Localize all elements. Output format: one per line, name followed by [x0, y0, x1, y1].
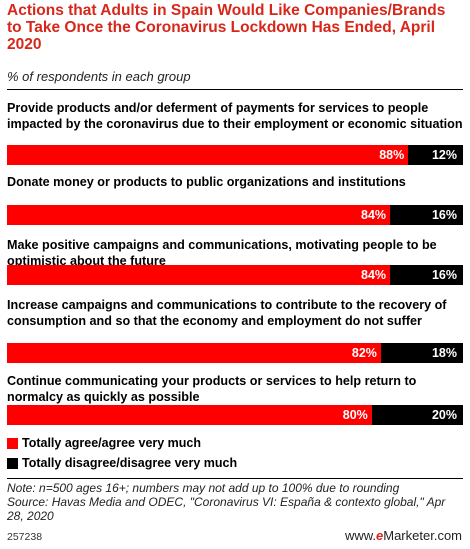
emarketer-logo[interactable]: www.eMarketer.com — [345, 528, 462, 543]
bar-agree: 88% — [7, 145, 409, 165]
chart-title: Actions that Adults in Spain Would Like … — [7, 2, 446, 53]
bar-disagree: 18% — [380, 343, 463, 363]
bar-agree: 84% — [7, 265, 391, 285]
data-label-disagree: 16% — [431, 208, 457, 222]
data-label-agree: 84% — [361, 208, 387, 222]
category-label: Donate money or products to public organ… — [7, 175, 406, 189]
bar-disagree: 20% — [371, 405, 463, 425]
legend-item-disagree: Totally disagree/disagree very much — [7, 456, 307, 470]
data-label-agree: 80% — [342, 408, 368, 422]
chart-subtitle: % of respondents in each group — [7, 69, 191, 84]
legend-label-agree: Totally agree/agree very much — [22, 436, 202, 450]
bar-disagree: 12% — [408, 145, 463, 165]
category-label: Make positive campaigns and communicatio… — [7, 238, 437, 268]
category-label: Continue communicating your products or … — [7, 374, 417, 404]
data-label-disagree: 12% — [431, 148, 457, 162]
bar-agree: 82% — [7, 343, 381, 363]
chart-id: 257238 — [7, 531, 43, 543]
legend-label-disagree: Totally disagree/disagree very much — [22, 456, 238, 470]
bar-agree: 80% — [7, 405, 372, 425]
data-label-agree: 82% — [351, 346, 377, 360]
data-label-agree: 84% — [361, 268, 387, 282]
bar-agree: 84% — [7, 205, 391, 225]
data-label-disagree: 16% — [431, 268, 457, 282]
category-label: Increase campaigns and communications to… — [7, 298, 447, 328]
bottom-divider — [7, 478, 463, 479]
legend-swatch-disagree — [7, 458, 18, 469]
bar-disagree: 16% — [390, 265, 463, 285]
brand-name: Marketer — [383, 528, 434, 543]
data-label-disagree: 18% — [431, 346, 457, 360]
bar-disagree: 16% — [390, 205, 463, 225]
data-label-disagree: 20% — [431, 408, 457, 422]
source-note: Note: n=500 ages 16+; numbers may not ad… — [7, 481, 446, 523]
top-divider — [7, 89, 463, 90]
data-label-agree: 88% — [379, 148, 405, 162]
category-label: Provide products and/or deferment of pay… — [7, 101, 463, 131]
legend-item-agree: Totally agree/agree very much — [7, 436, 307, 450]
brand-suffix: .com — [433, 528, 462, 543]
legend-swatch-agree — [7, 438, 18, 449]
brand-prefix: www. — [344, 528, 377, 543]
brand-e: e — [376, 528, 384, 543]
